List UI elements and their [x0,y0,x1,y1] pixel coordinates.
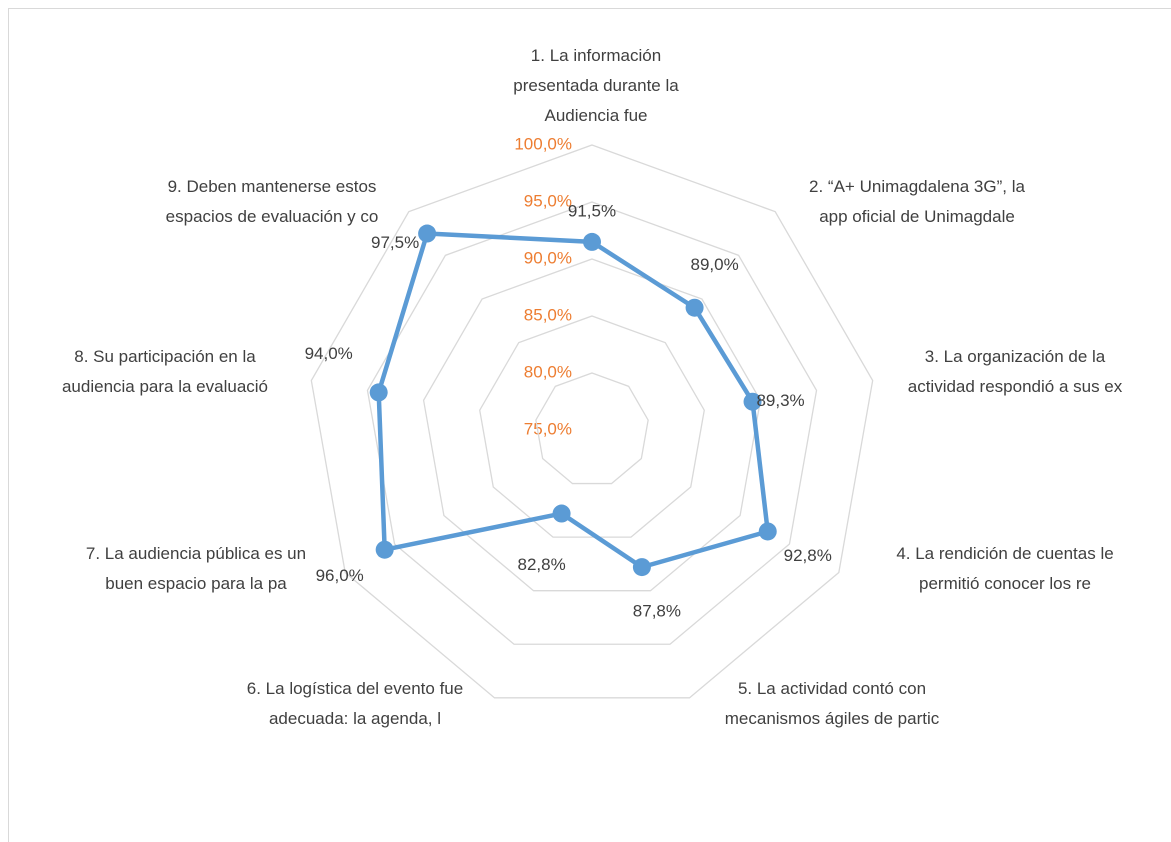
grid-ring [535,372,649,485]
tick-label: 80,0% [524,362,572,381]
category-line: 9. Deben mantenerse estos [168,177,377,196]
data-label: 82,8% [517,555,565,574]
category-line: 7. La audiencia pública es un [86,544,306,563]
category-line: permitió conocer los re [919,574,1091,593]
marker [758,522,777,541]
marker [418,224,437,243]
grid-ring [310,144,874,699]
data-label: 91,5% [568,201,616,220]
category-line: audiencia para la evaluació [62,377,268,396]
category-line: 2. “A+ Unimagdalena 3G”, la [809,177,1025,196]
marker [743,392,762,411]
category-line: 3. La organización de la [925,347,1106,366]
data-label: 94,0% [305,344,353,363]
category-label: 1. La información presentada durante la Au… [513,46,679,125]
tick-label: 85,0% [524,305,572,324]
tick-label: 90,0% [524,248,572,267]
category-line: adecuada: la agenda, l [269,709,441,728]
data-label: 97,5% [371,233,419,252]
category-label: 6. La logística del evento fue adecuada: … [247,679,463,728]
category-label: 5. La actividad contó con mecanismos ágil… [725,679,940,728]
category-line: 6. La logística del evento fue [247,679,463,698]
data-label: 89,0% [690,255,738,274]
category-label: 4. La rendición de cuentas le permitió co… [896,544,1113,593]
category-line: presentada durante la [513,76,679,95]
marker [552,504,571,523]
category-label: 8. Su participación en la audiencia para … [62,347,268,396]
marker [369,383,388,402]
category-line: 5. La actividad contó con [738,679,926,698]
chart-frame [8,8,1171,842]
grid-ring [479,315,705,538]
data-label: 92,8% [784,546,832,565]
marker [632,558,651,577]
category-line: 8. Su participación en la [74,347,256,366]
category-line: Audiencia fue [544,106,647,125]
radar-line [376,231,770,570]
category-label: 9. Deben mantenerse estos espacios de eva… [166,177,379,226]
category-label: 2. “A+ Unimagdalena 3G”, la app oficial d… [809,177,1025,226]
marker [685,298,704,317]
marker [583,232,601,251]
category-line: mecanismos ágiles de partic [725,709,940,728]
grid-ring [422,258,762,592]
data-label: 87,8% [633,602,681,621]
category-line: espacios de evaluación y co [166,207,379,226]
grid-ring [366,201,818,645]
category-line: app oficial de Unimagdale [819,207,1015,226]
tick-label: 95,0% [524,191,572,210]
data-label: 89,3% [756,391,804,410]
category-label: 3. La organización de la actividad respon… [908,347,1123,396]
category-label: 7. La audiencia pública es un buen espaci… [86,544,306,593]
tick-label: 75,0% [524,419,572,438]
data-label: 96,0% [316,566,364,585]
category-line: buen espacio para la pa [105,574,287,593]
category-line: actividad respondió a sus ex [908,377,1123,396]
category-line: 4. La rendición de cuentas le [896,544,1113,563]
tick-label: 100,0% [514,134,572,153]
category-line: 1. La información [531,46,661,65]
marker [375,540,394,559]
